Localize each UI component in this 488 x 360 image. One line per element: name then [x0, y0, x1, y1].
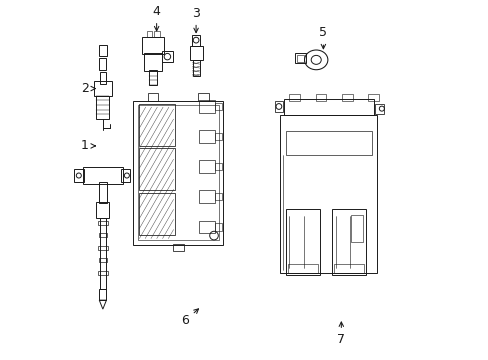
Bar: [98, 221, 108, 225]
Bar: [94, 81, 112, 96]
Bar: [172, 244, 183, 251]
Bar: [350, 215, 362, 242]
Bar: [285, 209, 319, 275]
Bar: [98, 271, 108, 275]
Bar: [144, 53, 162, 71]
Bar: [99, 58, 106, 70]
Bar: [215, 163, 221, 170]
Bar: [199, 221, 215, 233]
Bar: [341, 94, 352, 101]
Bar: [121, 169, 130, 182]
Text: 2: 2: [81, 82, 95, 95]
Bar: [139, 193, 174, 235]
Bar: [142, 37, 163, 54]
Bar: [154, 31, 159, 37]
Bar: [332, 209, 366, 275]
Bar: [74, 169, 84, 182]
Bar: [99, 233, 107, 237]
Bar: [333, 264, 364, 273]
Bar: [287, 264, 317, 273]
Bar: [137, 105, 218, 240]
Text: 7: 7: [337, 322, 345, 346]
Bar: [297, 55, 304, 62]
Text: 5: 5: [319, 27, 327, 49]
Bar: [147, 93, 158, 101]
Bar: [367, 94, 378, 101]
Text: 1: 1: [81, 139, 95, 152]
Bar: [274, 101, 282, 112]
Bar: [374, 104, 383, 114]
Bar: [99, 182, 107, 203]
Bar: [199, 100, 215, 113]
Bar: [99, 45, 106, 56]
Bar: [148, 70, 157, 85]
Bar: [215, 133, 221, 140]
Bar: [215, 224, 221, 230]
Bar: [199, 160, 215, 173]
Bar: [198, 93, 208, 101]
Bar: [280, 116, 376, 273]
Bar: [96, 202, 109, 218]
Bar: [315, 94, 325, 101]
Bar: [191, 35, 200, 45]
Bar: [98, 246, 108, 250]
Text: 4: 4: [152, 5, 160, 31]
Bar: [285, 131, 371, 155]
Bar: [100, 218, 106, 289]
Bar: [199, 190, 215, 203]
Bar: [133, 101, 223, 244]
Bar: [139, 148, 174, 190]
Bar: [99, 289, 106, 300]
Bar: [100, 72, 106, 84]
Bar: [99, 258, 107, 262]
Bar: [162, 51, 172, 62]
Bar: [139, 104, 174, 146]
Bar: [295, 53, 305, 63]
Bar: [192, 60, 199, 76]
Bar: [146, 31, 151, 37]
Bar: [199, 130, 215, 143]
Bar: [215, 193, 221, 201]
Bar: [215, 103, 221, 110]
Bar: [96, 96, 109, 119]
Bar: [289, 94, 300, 101]
Bar: [284, 99, 373, 116]
Text: 6: 6: [181, 309, 198, 327]
Text: 3: 3: [192, 7, 200, 33]
Bar: [189, 45, 202, 60]
Bar: [83, 167, 122, 184]
